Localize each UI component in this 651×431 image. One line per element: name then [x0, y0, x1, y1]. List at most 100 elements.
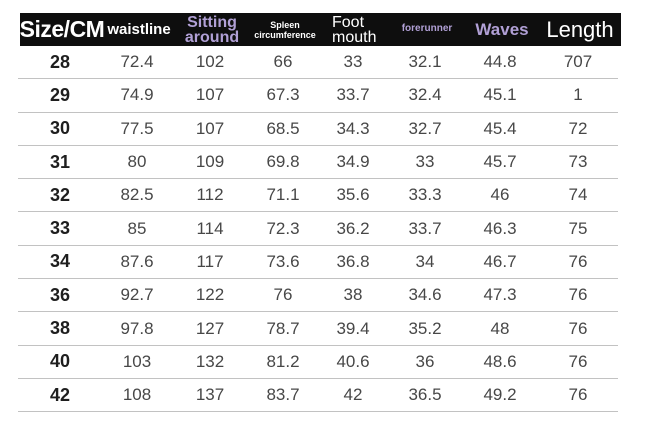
table-cell: 40.6	[336, 351, 370, 371]
table-cell: 33.7	[336, 85, 370, 105]
table-cell: 92.7	[120, 285, 154, 305]
table-cell: 48.6	[483, 351, 517, 371]
table-cell: 47.3	[483, 285, 517, 305]
table-cell: 34.9	[336, 152, 370, 172]
table-cell: 35.6	[336, 185, 370, 205]
table-cell: 76	[273, 285, 293, 305]
table-cell: 132	[195, 351, 225, 371]
table-cell-size: 42	[49, 384, 71, 405]
table-cell: 112	[196, 185, 224, 205]
table-cell: 72.3	[266, 218, 300, 238]
table-cell-size: 38	[49, 318, 71, 339]
table-cell: 32.1	[408, 52, 442, 72]
table-row: 33 85 114 72.3 36.2 33.7 46.3 75	[18, 212, 618, 246]
table-cell: 36	[415, 351, 435, 371]
table-cell: 75	[568, 218, 588, 238]
table-cell: 48	[490, 318, 510, 338]
table-cell: 85	[127, 218, 147, 238]
table-cell: 78.7	[266, 318, 300, 338]
header-spleen-circumference: Spleen circumference	[250, 20, 320, 40]
table-row: 29 74.9 107 67.3 33.7 32.4 45.1 1	[18, 79, 618, 113]
table-cell: 108	[122, 385, 152, 405]
table-cell: 76	[568, 251, 588, 271]
table-cell: 34.6	[408, 285, 442, 305]
table-cell-size: 34	[49, 251, 71, 272]
table-cell: 49.2	[483, 385, 517, 405]
table-cell: 32.7	[408, 118, 442, 138]
table-cell: 80	[127, 152, 147, 172]
table-cell: 107	[195, 118, 225, 138]
table-cell: 44.8	[483, 52, 517, 72]
table-cell: 137	[195, 385, 225, 405]
header-line: around	[184, 28, 240, 46]
table-row: 36 92.7 122 76 38 34.6 47.3 76	[18, 279, 618, 313]
table-cell: 74.9	[120, 85, 154, 105]
table-header: Size/CM waistline Sitting around Spleen …	[20, 13, 621, 46]
table-cell: 35.2	[408, 318, 442, 338]
table-cell: 33	[343, 52, 363, 72]
table-row: 31 80 109 69.8 34.9 33 45.7 73	[18, 146, 618, 180]
table-row: 30 77.5 107 68.5 34.3 32.7 45.4 72	[18, 113, 618, 146]
table-cell-size: 28	[49, 51, 71, 72]
table-cell-size: 32	[49, 184, 71, 205]
table-cell: 36.5	[408, 385, 442, 405]
table-cell: 32.4	[408, 85, 442, 105]
table-cell: 83.7	[266, 385, 300, 405]
table-row: 42 108 137 83.7 42 36.5 49.2 76	[18, 379, 618, 413]
header-line: circumference	[254, 29, 316, 40]
table-cell: 45.4	[483, 118, 517, 138]
table-row: 40 103 132 81.2 40.6 36 48.6 76	[18, 346, 618, 379]
table-cell: 39.4	[336, 318, 370, 338]
table-cell: 67.3	[266, 85, 300, 105]
table-cell: 87.6	[120, 251, 154, 271]
table-cell-size: 31	[49, 151, 71, 172]
header-length: Length	[546, 16, 614, 42]
table-cell-size: 30	[49, 118, 71, 139]
table-cell: 81.2	[266, 351, 300, 371]
table-cell: 36.8	[336, 251, 370, 271]
table-cell: 68.5	[266, 118, 300, 138]
table-cell: 102	[195, 52, 225, 72]
table-cell: 46.7	[483, 251, 517, 271]
table-header-grid: Size/CM waistline Sitting around Spleen …	[20, 13, 620, 46]
table-cell: 42	[343, 385, 363, 405]
table-cell: 72.4	[120, 52, 154, 72]
table-cell: 107	[195, 85, 225, 105]
table-cell: 66	[273, 52, 293, 72]
table-cell: 33	[415, 152, 435, 172]
table-cell-size: 29	[49, 84, 71, 105]
table-cell: 46	[490, 185, 510, 205]
table-row: 38 97.8 127 78.7 39.4 35.2 48 76	[18, 312, 618, 346]
header-waistline: waistline	[107, 20, 171, 38]
header-line: Sitting	[187, 13, 237, 31]
header-size-cm: Size/CM	[19, 16, 105, 43]
table-row: 28 72.4 102 66 33 32.1 44.8 707	[18, 46, 618, 80]
table-cell: 69.8	[266, 152, 300, 172]
table-cell: 71.1	[266, 185, 300, 205]
table-cell-size: 36	[49, 284, 71, 305]
table-cell: 109	[195, 152, 225, 172]
table-cell: 45.1	[483, 85, 517, 105]
table-cell: 74	[568, 185, 588, 205]
header-line: Foot	[332, 13, 365, 31]
table-row: 32 82.5 112 71.1 35.6 33.3 46 74	[18, 179, 618, 213]
table-cell: 82.5	[120, 185, 154, 205]
table-cell: 1	[573, 85, 583, 105]
header-forerunner: forerunner	[401, 23, 453, 35]
table-cell-size: 33	[49, 218, 71, 239]
table-cell: 34	[415, 251, 435, 271]
table-cell: 76	[568, 285, 588, 305]
table-cell: 76	[568, 385, 588, 405]
table-cell-size: 40	[49, 351, 71, 372]
table-cell: 77.5	[120, 118, 154, 138]
header-foot-mouth: Foot mouth	[320, 13, 390, 45]
table-row: 34 87.6 117 73.6 36.8 34 46.7 76	[18, 246, 618, 280]
table-body: 28 72.4 102 66 33 32.1 44.8 707 29 74.9 107 67.3 33.…	[18, 46, 618, 413]
table-cell: 73	[568, 152, 588, 172]
table-cell: 127	[195, 318, 225, 338]
table-cell: 114	[196, 218, 224, 238]
table-cell: 34.3	[336, 118, 370, 138]
table-cell: 103	[122, 351, 152, 371]
header-line: Spleen	[270, 19, 300, 30]
